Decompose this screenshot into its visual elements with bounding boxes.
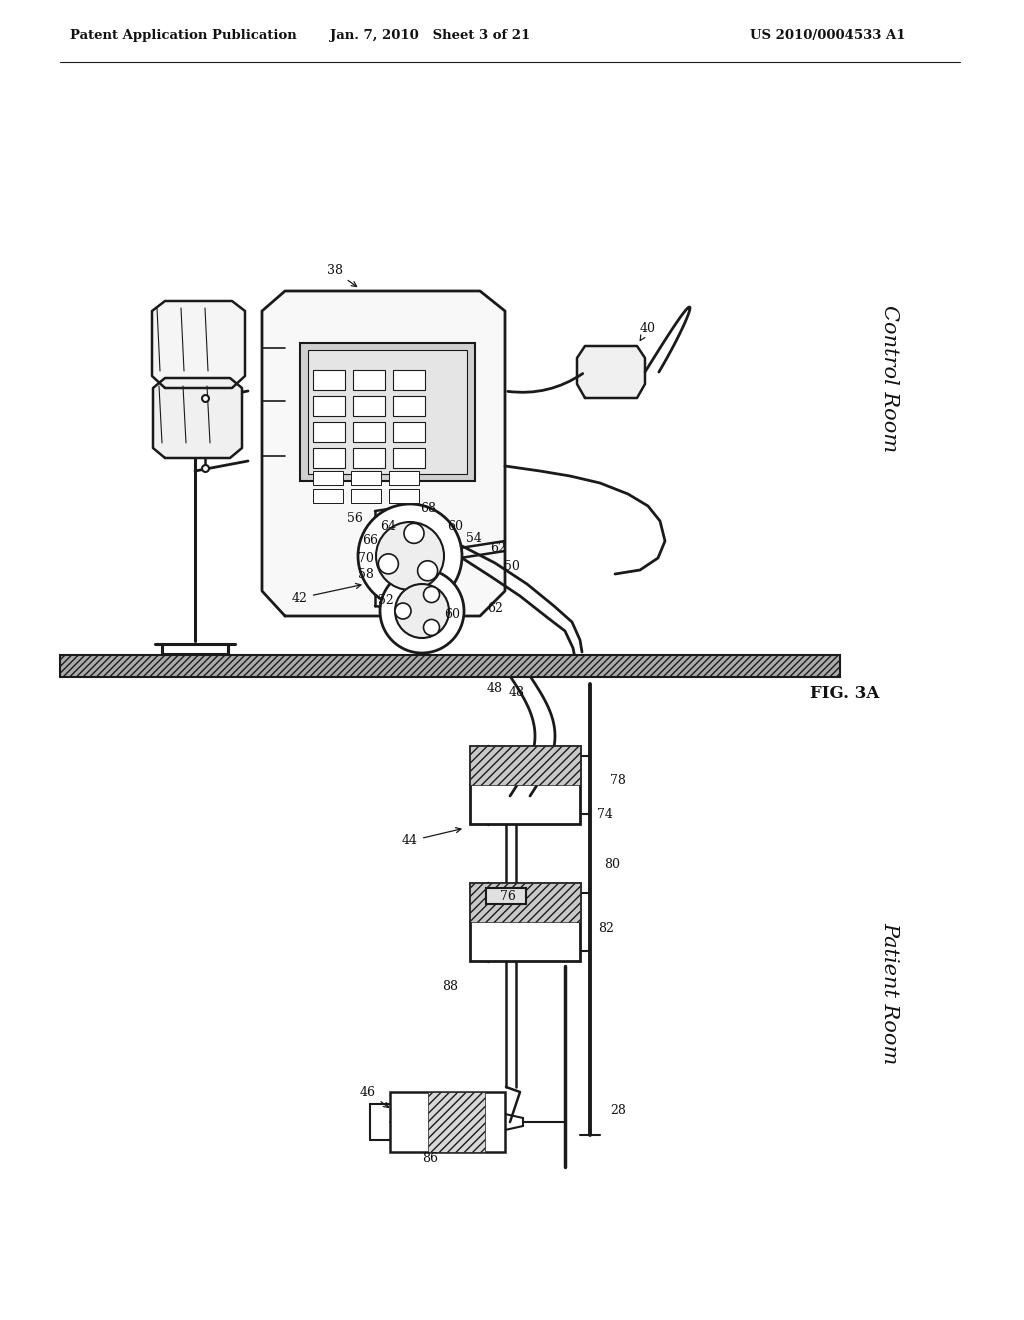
Text: 74: 74 [597, 808, 613, 821]
Bar [351, 471, 381, 484]
Circle shape [358, 504, 462, 609]
Bar [351, 488, 381, 503]
Text: 46: 46 [360, 1085, 389, 1107]
Text: 60: 60 [447, 520, 463, 532]
Bar [470, 746, 580, 824]
Text: Control Room: Control Room [881, 305, 899, 453]
Bar [486, 888, 526, 904]
Text: 38: 38 [327, 264, 356, 286]
Text: 48: 48 [487, 681, 503, 694]
Bar [470, 883, 580, 921]
Text: Patent Application Publication: Patent Application Publication [70, 29, 297, 41]
Text: 86: 86 [422, 1151, 438, 1164]
Text: 66: 66 [362, 533, 378, 546]
Circle shape [424, 619, 439, 635]
Bar [393, 370, 425, 389]
Text: 42: 42 [292, 583, 360, 605]
Bar [470, 883, 580, 961]
Bar [313, 488, 343, 503]
Text: US 2010/0004533 A1: US 2010/0004533 A1 [750, 29, 905, 41]
Circle shape [379, 554, 398, 574]
Text: 64: 64 [380, 520, 396, 532]
Bar [60, 655, 840, 677]
Polygon shape [577, 346, 645, 399]
Text: 80: 80 [604, 858, 620, 870]
Bar [393, 396, 425, 416]
Bar [300, 343, 475, 480]
Bar [313, 396, 345, 416]
Text: 56: 56 [347, 511, 362, 524]
Text: 58: 58 [358, 568, 374, 581]
Polygon shape [152, 301, 245, 388]
Text: 70: 70 [358, 552, 374, 565]
Text: 52: 52 [378, 594, 394, 607]
Text: 62: 62 [490, 541, 506, 554]
Bar [313, 447, 345, 469]
Text: 82: 82 [598, 921, 614, 935]
Bar [313, 471, 343, 484]
Bar [393, 422, 425, 442]
Circle shape [404, 523, 424, 544]
Text: 76: 76 [500, 890, 516, 903]
Bar [313, 422, 345, 442]
Circle shape [418, 561, 437, 581]
Bar [470, 746, 580, 785]
Bar [353, 396, 385, 416]
Text: 50: 50 [504, 560, 520, 573]
Bar [353, 370, 385, 389]
Bar [428, 1092, 485, 1152]
Text: 68: 68 [420, 502, 436, 515]
Bar [389, 488, 419, 503]
Text: 28: 28 [610, 1104, 626, 1117]
Text: Patient Room: Patient Room [881, 921, 899, 1064]
Text: 54: 54 [466, 532, 482, 544]
Bar [353, 447, 385, 469]
Bar [308, 350, 467, 474]
Text: Jan. 7, 2010   Sheet 3 of 21: Jan. 7, 2010 Sheet 3 of 21 [330, 29, 530, 41]
Text: 88: 88 [442, 979, 458, 993]
Bar [313, 370, 345, 389]
Polygon shape [262, 290, 505, 616]
Circle shape [424, 586, 439, 602]
Bar [353, 422, 385, 442]
Text: 44: 44 [402, 828, 461, 847]
Text: 48: 48 [509, 685, 525, 698]
Bar [390, 1092, 505, 1152]
Circle shape [395, 583, 449, 638]
Circle shape [376, 521, 444, 590]
Circle shape [395, 603, 411, 619]
Text: 62: 62 [487, 602, 503, 615]
Text: 78: 78 [610, 775, 626, 788]
Text: FIG. 3A: FIG. 3A [810, 685, 880, 702]
Text: 60: 60 [444, 607, 460, 620]
Bar [389, 471, 419, 484]
Circle shape [380, 569, 464, 653]
Polygon shape [153, 378, 242, 458]
Bar [393, 447, 425, 469]
Text: 40: 40 [640, 322, 656, 341]
